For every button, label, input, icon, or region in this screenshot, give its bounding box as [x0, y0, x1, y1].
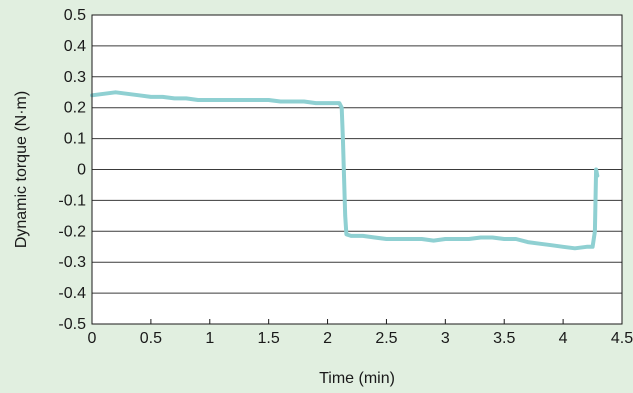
data-point [255, 98, 259, 102]
data-point [196, 98, 200, 102]
data-point [467, 237, 471, 241]
y-axis: 0.5 0.4 0.3 0.2 0.1 0 -0.1 -0.2 -0.3 -0.4 -0.5 [58, 7, 86, 333]
data-point [455, 237, 459, 241]
data-point [337, 101, 341, 105]
data-point [396, 237, 400, 241]
data-point [149, 95, 153, 99]
y-tick-label: -0.4 [58, 285, 86, 302]
y-tick-label: -0.3 [58, 254, 86, 271]
grid-lines [92, 45, 622, 294]
y-tick-label: 0.2 [64, 100, 86, 117]
data-point [538, 242, 542, 246]
data-point [526, 240, 530, 244]
data-point [161, 95, 165, 99]
data-point [302, 100, 306, 104]
data-point [243, 98, 247, 102]
data-point [593, 229, 597, 233]
data-point [349, 234, 353, 238]
data-point [172, 96, 176, 100]
y-tick-label: 0.5 [64, 7, 86, 24]
y-tick-label: -0.5 [58, 316, 86, 333]
data-point [585, 245, 589, 249]
x-tick-label: 2.5 [375, 330, 397, 347]
data-point [341, 137, 345, 141]
x-tick-label: 4 [559, 330, 568, 347]
data-point [479, 235, 483, 239]
data-point [514, 237, 518, 241]
x-tick-label: 0 [88, 330, 97, 347]
x-tick-label: 2 [323, 330, 332, 347]
data-point [344, 232, 348, 236]
x-axis: 0 0.5 1 1.5 2 2.5 3 3.5 4 4.5 [88, 319, 633, 347]
data-point [220, 98, 224, 102]
data-point [595, 174, 599, 178]
data-point [326, 101, 330, 105]
data-point [340, 106, 344, 110]
data-point [502, 237, 506, 241]
y-tick-label: -0.1 [58, 192, 86, 209]
plot-frame [91, 14, 623, 325]
data-point [573, 246, 577, 250]
data-point [125, 92, 129, 96]
x-axis-title: Time (min) [319, 370, 395, 387]
data-point [490, 235, 494, 239]
data-point [361, 234, 365, 238]
data-point [342, 174, 346, 178]
data-point [231, 98, 235, 102]
data-point [114, 90, 118, 94]
y-tick-label: 0 [77, 162, 86, 179]
y-tick-label: 0.3 [64, 69, 86, 86]
y-tick-label: 0.4 [64, 38, 86, 55]
data-point [278, 100, 282, 104]
data-point [420, 237, 424, 241]
data-point [561, 245, 565, 249]
y-tick-label: -0.2 [58, 223, 86, 240]
x-tick-label: 4.5 [611, 330, 633, 347]
data-point [408, 237, 412, 241]
x-tick-label: 3 [441, 330, 450, 347]
x-tick-label: 1 [205, 330, 214, 347]
x-tick-label: 1.5 [258, 330, 280, 347]
data-point [314, 101, 318, 105]
data-point [290, 100, 294, 104]
series-line [90, 90, 600, 251]
data-point [373, 235, 377, 239]
data-point [549, 243, 553, 247]
data-point [443, 237, 447, 241]
data-point [137, 93, 141, 97]
data-point [102, 92, 106, 96]
data-point [384, 237, 388, 241]
data-point [432, 239, 436, 243]
data-point [591, 245, 595, 249]
x-tick-label: 3.5 [493, 330, 515, 347]
y-tick-label: 0.1 [64, 131, 86, 148]
x-tick-label: 0.5 [140, 330, 162, 347]
y-axis-title: Dynamic torque (N·m) [13, 91, 30, 248]
data-point [594, 168, 598, 171]
data-point [208, 98, 212, 102]
data-point [267, 98, 271, 102]
data-point [343, 214, 347, 218]
data-point [184, 96, 188, 100]
series-layer [90, 90, 600, 251]
